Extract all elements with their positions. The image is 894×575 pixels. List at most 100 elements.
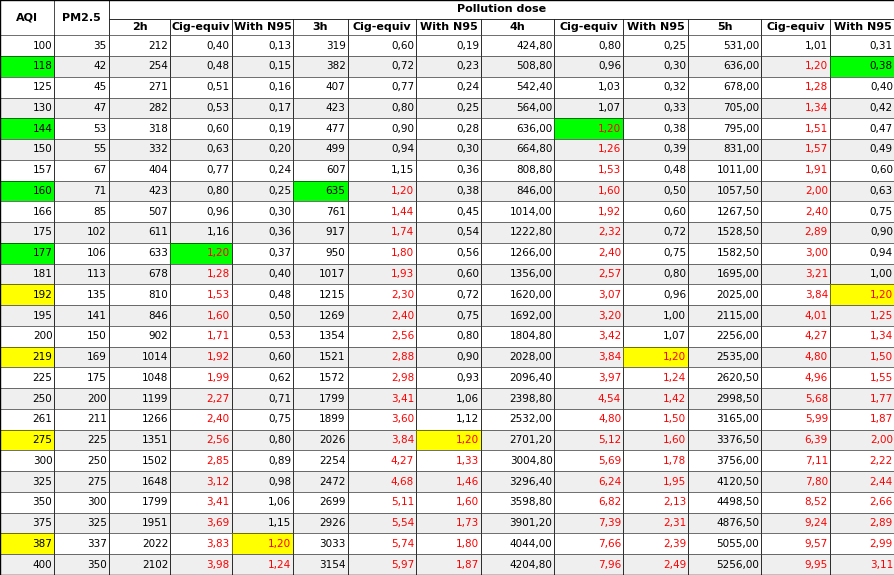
Text: 607: 607 xyxy=(325,165,345,175)
Text: 325: 325 xyxy=(87,518,106,528)
Bar xyxy=(554,326,622,347)
Bar xyxy=(416,430,481,450)
Bar xyxy=(347,263,416,285)
Bar xyxy=(761,243,829,263)
Bar xyxy=(232,18,293,35)
Bar xyxy=(0,118,894,139)
Bar xyxy=(481,450,554,471)
Text: 4498,50: 4498,50 xyxy=(715,497,758,507)
Text: 9,95: 9,95 xyxy=(804,559,827,570)
Bar xyxy=(554,118,622,139)
Text: 507: 507 xyxy=(148,207,168,217)
Bar xyxy=(293,181,347,201)
Bar xyxy=(554,388,622,409)
Bar xyxy=(481,554,554,575)
Text: 1,20: 1,20 xyxy=(207,248,230,258)
Text: 1,87: 1,87 xyxy=(869,415,892,424)
Text: 0,77: 0,77 xyxy=(207,165,230,175)
Text: 0,80: 0,80 xyxy=(391,103,414,113)
Bar xyxy=(55,471,109,492)
Bar xyxy=(829,409,894,430)
Bar xyxy=(55,326,109,347)
Bar xyxy=(687,98,761,118)
Text: 282: 282 xyxy=(148,103,168,113)
Text: 0,48: 0,48 xyxy=(207,62,230,71)
Bar xyxy=(55,139,109,160)
Bar xyxy=(0,201,894,222)
Text: 1,42: 1,42 xyxy=(662,393,686,404)
Bar xyxy=(0,450,894,471)
Bar xyxy=(170,513,232,534)
Text: 67: 67 xyxy=(93,165,106,175)
Text: 337: 337 xyxy=(87,539,106,549)
Bar xyxy=(481,35,554,56)
Text: 1,91: 1,91 xyxy=(804,165,827,175)
Text: 0,54: 0,54 xyxy=(456,228,478,237)
Text: 3376,50: 3376,50 xyxy=(715,435,758,445)
Bar xyxy=(0,492,894,513)
Bar xyxy=(761,222,829,243)
Text: 0,72: 0,72 xyxy=(456,290,478,300)
Text: 0,71: 0,71 xyxy=(268,393,291,404)
Bar xyxy=(416,367,481,388)
Bar xyxy=(55,554,109,575)
Bar xyxy=(0,263,894,285)
Text: 1,03: 1,03 xyxy=(597,82,620,92)
Bar xyxy=(55,35,109,56)
Bar xyxy=(481,388,554,409)
Bar xyxy=(293,77,347,98)
Text: 0,30: 0,30 xyxy=(662,62,686,71)
Text: 4120,50: 4120,50 xyxy=(716,477,758,486)
Bar xyxy=(0,513,55,534)
Bar xyxy=(554,409,622,430)
Bar xyxy=(416,409,481,430)
Text: 3,42: 3,42 xyxy=(597,331,620,342)
Bar xyxy=(0,554,894,575)
Text: 106: 106 xyxy=(87,248,106,258)
Text: 332: 332 xyxy=(148,144,168,155)
Text: AQI: AQI xyxy=(16,13,38,22)
Bar xyxy=(109,18,170,35)
Bar xyxy=(170,243,232,263)
Text: Pollution dose: Pollution dose xyxy=(457,5,546,14)
Bar xyxy=(829,534,894,554)
Bar xyxy=(687,409,761,430)
Bar xyxy=(0,534,55,554)
Bar xyxy=(0,35,55,56)
Text: 0,38: 0,38 xyxy=(869,62,892,71)
Text: 2926: 2926 xyxy=(319,518,345,528)
Bar xyxy=(293,222,347,243)
Bar xyxy=(0,222,894,243)
Text: 141: 141 xyxy=(87,310,106,320)
Bar xyxy=(622,181,687,201)
Bar xyxy=(55,243,109,263)
Text: 0,37: 0,37 xyxy=(268,248,291,258)
Bar xyxy=(687,450,761,471)
Text: 1,57: 1,57 xyxy=(804,144,827,155)
Bar xyxy=(55,118,109,139)
Text: 5055,00: 5055,00 xyxy=(716,539,758,549)
Text: 902: 902 xyxy=(148,331,168,342)
Text: 1,71: 1,71 xyxy=(207,331,230,342)
Bar xyxy=(347,471,416,492)
Bar xyxy=(416,56,481,77)
Text: 3165,00: 3165,00 xyxy=(716,415,758,424)
Bar xyxy=(0,118,55,139)
Bar xyxy=(761,285,829,305)
Text: 0,96: 0,96 xyxy=(207,207,230,217)
Bar xyxy=(109,243,170,263)
Text: 3h: 3h xyxy=(312,22,328,32)
Text: 1,07: 1,07 xyxy=(662,331,686,342)
Bar xyxy=(293,450,347,471)
Text: 181: 181 xyxy=(32,269,53,279)
Text: 250: 250 xyxy=(87,456,106,466)
Bar xyxy=(687,263,761,285)
Text: 3901,20: 3901,20 xyxy=(509,518,552,528)
Bar xyxy=(416,513,481,534)
Bar xyxy=(55,305,109,326)
Bar xyxy=(109,367,170,388)
Text: 0,13: 0,13 xyxy=(268,41,291,51)
Bar xyxy=(829,98,894,118)
Bar xyxy=(0,471,894,492)
Text: 1,92: 1,92 xyxy=(597,207,620,217)
